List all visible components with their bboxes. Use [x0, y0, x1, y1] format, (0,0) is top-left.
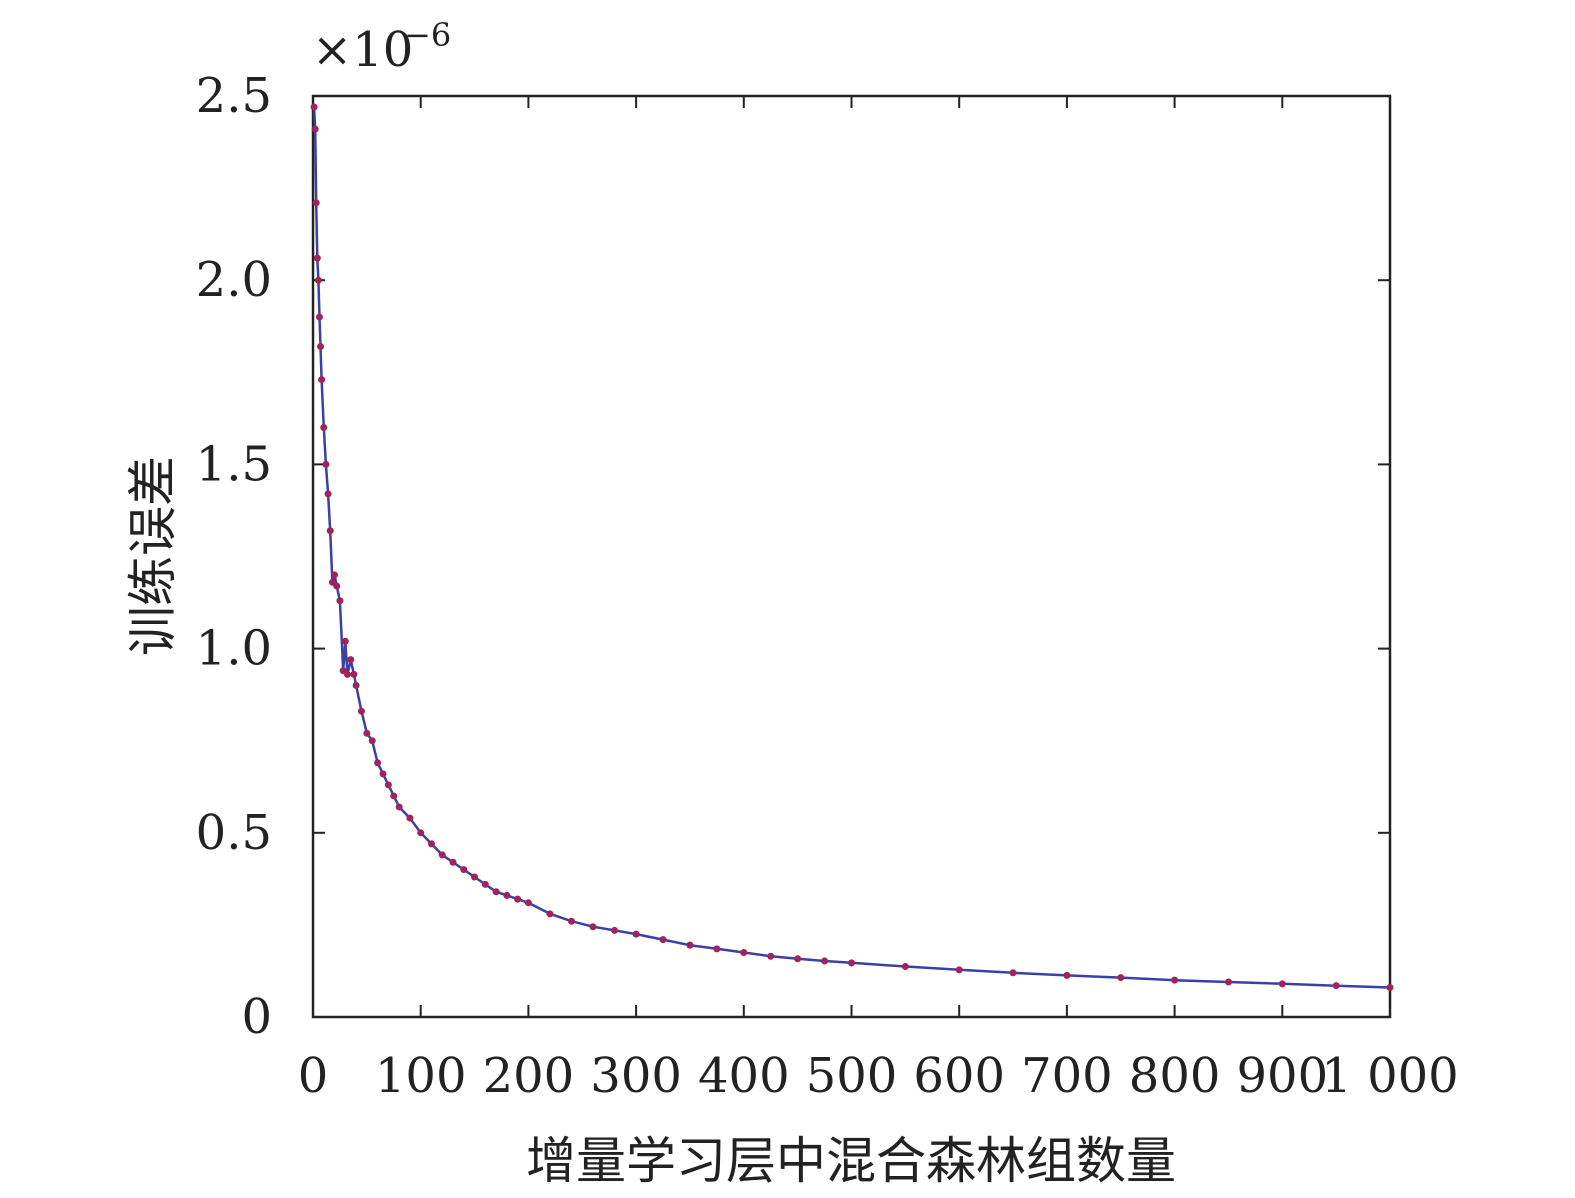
- data-point: [589, 923, 597, 931]
- data-point: [794, 955, 802, 963]
- data-point: [341, 637, 349, 645]
- data-point: [350, 670, 358, 678]
- data-point: [317, 343, 325, 351]
- x-tick-label: 0: [298, 1048, 329, 1104]
- y-multiplier-exponent: −6: [404, 16, 451, 54]
- y-tick-label: 0: [241, 989, 272, 1045]
- data-point: [767, 952, 775, 960]
- y-tick-label: 1.5: [196, 436, 272, 492]
- y-tick-label: 1.0: [196, 621, 272, 677]
- data-layer: [310, 103, 1394, 992]
- data-point: [821, 957, 829, 965]
- data-point: [901, 963, 909, 971]
- data-point: [632, 930, 640, 938]
- data-point: [503, 891, 511, 899]
- data-point: [1278, 980, 1286, 988]
- data-point: [313, 254, 321, 262]
- y-tick-label: 2.0: [196, 252, 272, 308]
- x-tick-label: 200: [483, 1048, 575, 1104]
- data-point: [324, 490, 332, 498]
- data-point: [492, 888, 500, 896]
- data-point: [848, 959, 855, 967]
- data-point: [1224, 978, 1232, 986]
- data-point: [471, 873, 479, 881]
- data-point: [352, 681, 360, 689]
- data-point: [481, 880, 489, 888]
- x-tick-label: 300: [590, 1048, 682, 1104]
- data-point: [1386, 984, 1394, 992]
- data-point: [740, 949, 748, 957]
- data-point: [315, 313, 323, 321]
- data-point: [384, 781, 392, 789]
- data-point: [438, 851, 446, 859]
- ticks-layer: [312, 95, 1391, 1018]
- y-axis-title: 训练误差: [124, 456, 182, 656]
- data-point: [363, 729, 371, 737]
- data-point: [417, 829, 425, 837]
- data-point: [713, 945, 721, 953]
- data-point: [524, 899, 532, 907]
- data-point: [460, 866, 468, 874]
- data-point: [312, 199, 320, 207]
- data-point: [311, 125, 319, 133]
- data-point: [955, 966, 963, 974]
- x-tick-label: 800: [1129, 1048, 1221, 1104]
- series-line: [312, 107, 1391, 989]
- data-point: [331, 571, 339, 579]
- x-tick-label: 400: [698, 1048, 790, 1104]
- data-point: [567, 917, 575, 925]
- y-tick-label: 0.5: [196, 805, 272, 861]
- data-point: [514, 895, 522, 903]
- data-point: [427, 840, 435, 848]
- data-point: [611, 926, 619, 934]
- data-point: [368, 737, 376, 745]
- data-point: [390, 792, 398, 800]
- data-point: [347, 656, 355, 664]
- x-tick-label: 900: [1236, 1048, 1328, 1104]
- data-point: [395, 803, 403, 811]
- data-point: [320, 424, 328, 432]
- data-point: [374, 759, 382, 767]
- data-point: [310, 103, 318, 111]
- data-point: [318, 376, 326, 384]
- x-tick-label: 500: [806, 1048, 898, 1104]
- data-point: [1171, 976, 1179, 984]
- data-point: [1009, 969, 1017, 977]
- data-point: [1063, 971, 1071, 979]
- data-point: [326, 527, 334, 535]
- y-tick-label: 2.5: [196, 68, 272, 124]
- x-tick-label: 600: [913, 1048, 1005, 1104]
- data-point: [322, 460, 330, 468]
- data-point: [686, 941, 694, 949]
- data-point: [333, 582, 341, 590]
- data-point: [336, 597, 344, 605]
- x-axis-title: 增量学习层中混合森林组数量: [526, 1132, 1176, 1190]
- data-point: [1117, 974, 1125, 982]
- data-point: [406, 814, 414, 822]
- data-point: [357, 707, 365, 715]
- x-tick-label: 700: [1021, 1048, 1113, 1104]
- data-point: [379, 770, 387, 778]
- x-tick-label: 100: [375, 1048, 467, 1104]
- y-multiplier-label: ×10: [312, 22, 413, 78]
- data-point: [546, 910, 554, 918]
- data-point: [659, 936, 667, 944]
- data-point: [314, 276, 322, 284]
- data-point: [343, 670, 351, 678]
- data-point: [449, 858, 457, 866]
- x-tick-label: 1 000: [1321, 1048, 1458, 1104]
- data-point: [1332, 982, 1340, 990]
